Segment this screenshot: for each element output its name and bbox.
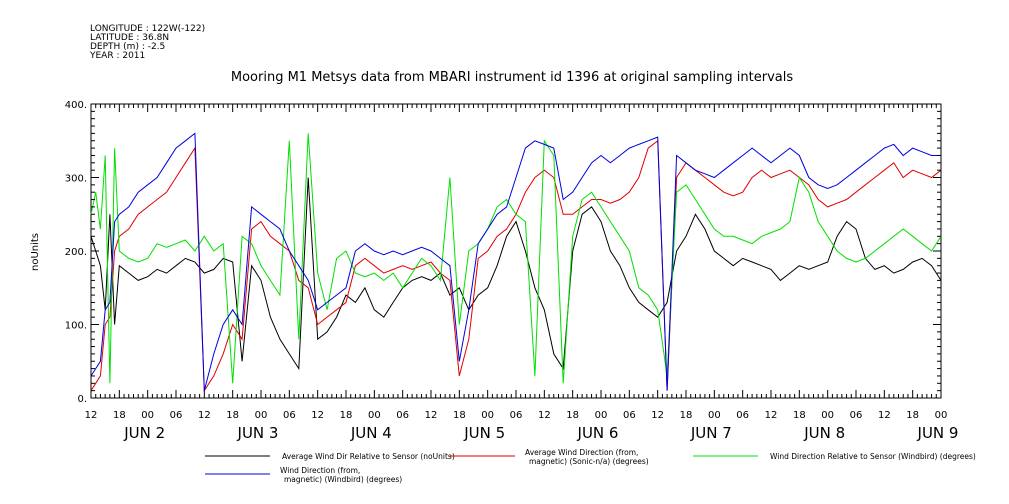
x-tick-label: 00: [935, 410, 948, 421]
x-tick-label: 18: [226, 410, 239, 421]
x-tick-label: 18: [566, 410, 579, 421]
plot-frame: [90, 103, 942, 399]
series-line-3: [90, 133, 942, 384]
x-tick-label: 18: [793, 410, 806, 421]
x-tick-label: 18: [906, 410, 919, 421]
x-tick-label: 00: [708, 410, 721, 421]
legend-label: Wind Direction Relative to Sensor (Windb…: [770, 452, 976, 461]
legend-label: Wind Direction (from,: [280, 466, 360, 475]
day-label: JUN 9: [917, 424, 959, 442]
y-tick-label: 300.: [65, 174, 87, 185]
y-tick-label: 200.: [65, 247, 87, 258]
day-label: JUN 3: [237, 424, 279, 442]
x-tick-label: 00: [368, 410, 381, 421]
x-tick-label: 12: [85, 410, 98, 421]
series-layer: [90, 132, 942, 393]
x-tick-label: 12: [425, 410, 438, 421]
x-tick-label: 18: [113, 410, 126, 421]
day-label: JUN 7: [690, 424, 732, 442]
day-label: JUN 8: [803, 424, 845, 442]
x-tick-label: 06: [623, 410, 636, 421]
longitude-label: LONGITUDE : 122W(-122): [90, 24, 205, 34]
day-label: JUN 5: [463, 424, 505, 442]
y-axis-label: noUnits: [30, 233, 41, 271]
day-label: JUN 6: [577, 424, 619, 442]
x-tick-label: 06: [510, 410, 523, 421]
x-tick-label: 00: [255, 410, 268, 421]
x-tick-label: 18: [680, 410, 693, 421]
x-tick-label: 00: [481, 410, 494, 421]
legend: Average Wind Dir Relative to Sensor (noU…: [205, 448, 976, 484]
depth-label: DEPTH (m) : -2.5: [90, 42, 165, 52]
x-tick-label: 18: [340, 410, 353, 421]
series-line-1: [90, 177, 942, 371]
x-tick-label: 06: [736, 410, 749, 421]
latitude-label: LATITUDE : 36.8N: [90, 33, 169, 43]
y-tick-label: 0.: [77, 394, 87, 405]
x-tick-label: 12: [198, 410, 211, 421]
x-tick-label: 12: [538, 410, 551, 421]
y-tick-label: 400.: [65, 100, 87, 111]
day-label: JUN 4: [350, 424, 392, 442]
x-tick-label: 12: [311, 410, 324, 421]
y-tick-label: 100.: [65, 321, 87, 332]
legend-label: magnetic) (Sonic-n/a) (degrees): [529, 457, 649, 466]
day-labels: JUN 2 JUN 3 JUN 4 JUN 5 JUN 6 JUN 7 JUN 8 JUN 9: [123, 424, 958, 442]
y-tick-labels: 0. 100. 200. 300. 400.: [65, 100, 87, 405]
chart-title: Mooring M1 Metsys data from MBARI instru…: [231, 70, 793, 85]
x-tick-label: 00: [141, 410, 154, 421]
x-tick-label: 00: [821, 410, 834, 421]
legend-label: magnetic) (Windbird) (degrees): [284, 475, 402, 484]
x-tick-label: 00: [595, 410, 608, 421]
year-label: YEAR : 2011: [89, 51, 145, 61]
axis-ticks: [90, 103, 942, 399]
series-line-2: [90, 139, 942, 393]
x-tick-label: 06: [850, 410, 863, 421]
x-tick-label: 12: [878, 410, 891, 421]
x-tick-label: 06: [283, 410, 296, 421]
x-tick-labels: 12 18 00 06 12 18 00 06 12 18 00 06 12 18 00 06 12 18 00 06…: [85, 410, 948, 421]
legend-label: Average Wind Direction (from,: [525, 448, 638, 457]
x-tick-label: 06: [396, 410, 409, 421]
x-tick-label: 12: [765, 410, 778, 421]
x-tick-label: 06: [170, 410, 183, 421]
x-tick-label: 18: [453, 410, 466, 421]
series-line-4: [90, 132, 941, 391]
day-label: JUN 2: [123, 424, 165, 442]
x-tick-label: 12: [651, 410, 664, 421]
plot-area: 0. 100. 200. 300. 400. 12 18 00 06 12 18 00 06 12 18 0…: [65, 100, 959, 442]
legend-label: Average Wind Dir Relative to Sensor (noU…: [282, 452, 455, 461]
